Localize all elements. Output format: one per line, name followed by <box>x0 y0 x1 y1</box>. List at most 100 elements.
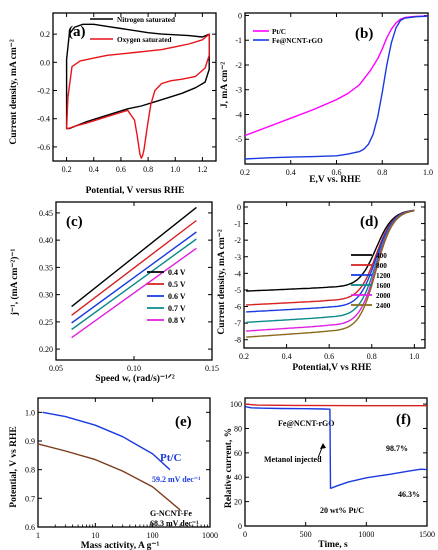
x-tick-label: 1.0 <box>409 352 419 361</box>
panel-d: 0.2 0.4 0.6 0.8 1.0 0 -1 -2 -3 -4 -5 -6 -7 -8 <box>234 201 426 361</box>
series-line-oxygen-saturated <box>65 33 210 159</box>
series-line-0-6-v <box>71 231 197 324</box>
panel-e-ylabel: Potential, V vs RHE <box>9 426 19 507</box>
legend-label-400: 400 <box>376 252 387 260</box>
y-tick-label: 1.0 <box>25 408 35 417</box>
plot-frame <box>52 12 217 162</box>
panel-a-ylabel: Current density, mA cm⁻² <box>9 39 19 144</box>
y-tick-label: -1 <box>234 220 241 229</box>
y-tick-label: 0.35 <box>39 263 53 272</box>
x-tick-label: 0.8 <box>367 352 377 361</box>
x-tick-label: 0.6 <box>332 168 342 177</box>
y-tick-label: -6 <box>234 303 241 312</box>
legend-label-0.4V: 0.4 V <box>168 268 186 277</box>
x-tick-label: 0.2 <box>62 165 72 174</box>
plot-frame <box>244 397 428 527</box>
panel-f-annot-987: 98.7% <box>386 444 408 453</box>
panel-a-text: (a) Nitrogen saturated Oxygen saturated … <box>9 16 184 196</box>
x-tick-label: 0.2 <box>240 168 250 177</box>
series-line-20-wt-pt-c <box>245 405 427 489</box>
panel-c-ylabel: j⁻¹, (mA cm⁻²)⁻¹ <box>9 249 20 317</box>
panel-c-label: (c) <box>66 214 83 230</box>
y-tick-label: -1 <box>235 36 242 45</box>
y-tick-label: -4 <box>234 269 241 278</box>
y-tick-label: 40 <box>234 473 242 482</box>
panel-c-text: (c) Speed w, (rad/s)⁻¹ᐟ² j⁻¹, (mA cm⁻²)⁻… <box>9 214 175 384</box>
series-line-400 <box>246 209 415 292</box>
series-line-fe-ncnt-rgo <box>245 15 428 160</box>
series-line-g-ncnt-fe <box>38 443 181 511</box>
x-tick-label: 0.2 <box>239 352 249 361</box>
panel-a-legend-label-nitrogen: Nitrogen saturated <box>117 16 175 24</box>
y-tick-label: 80 <box>234 424 242 433</box>
panel-e-xlabel: Mass activity, A g⁻¹ <box>81 541 160 550</box>
legend-label-0.6V: 0.6 V <box>168 292 186 301</box>
legend-label-2000: 2000 <box>376 292 391 300</box>
panel-f-annot-metanol: Metanol injected <box>264 455 322 464</box>
panel-c: 0.05 0.10 0.15 0.20 0.25 0.30 0.35 0.40 0.45 <box>39 201 219 373</box>
panel-e-label: (e) <box>175 414 192 430</box>
y-tick-label: 0.2 <box>40 30 50 39</box>
y-tick-label: 0.25 <box>39 318 53 327</box>
y-tick-label: 0 <box>237 203 241 212</box>
y-tick-label: 0 <box>238 11 242 20</box>
panel-e-text: (e) Pt/C 59.2 mV dec⁻¹ G-NCNT-Fe 68.3 mV… <box>9 414 201 550</box>
x-tick-label: 0.8 <box>377 168 387 177</box>
y-tick-label: -8 <box>234 336 241 345</box>
y-tick-label: 60 <box>234 449 242 458</box>
panel-b-label: (b) <box>355 26 373 42</box>
legend-label-0.5V: 0.5 V <box>168 280 186 289</box>
panel-a-legend-label-oxygen: Oxygen saturated <box>117 36 172 44</box>
x-tick-label: 1.0 <box>170 165 180 174</box>
panel-e: 1 10 100 1000 0.6 0.7 0.8 0.9 1.0 <box>25 397 218 540</box>
panel-a-xlabel: Potential, V versus RHE <box>86 186 185 196</box>
series-line-2000 <box>246 210 415 332</box>
y-tick-label: 0.6 <box>25 523 35 532</box>
series-line-1200 <box>246 209 415 313</box>
y-tick-label: 0.40 <box>39 236 53 245</box>
panel-d-text: (d) Potential,V vs RHE Current density, … <box>217 214 378 373</box>
panel-f-xlabel: Time, s <box>318 540 348 550</box>
legend-label-1200: 1200 <box>376 272 391 280</box>
panel-e-annot-ptc-slope: 59.2 mV dec⁻¹ <box>152 475 201 484</box>
x-tick-label: 0 <box>243 530 247 539</box>
x-tick-label: 0.15 <box>205 364 219 373</box>
panel-f-annot-463: 46.3% <box>398 490 420 499</box>
panel-f-label: (f) <box>396 412 411 428</box>
panel-f-annot-ptc: 20 wt% Pt/C <box>320 506 364 515</box>
y-tick-label: -0.2 <box>37 87 50 96</box>
y-tick-label: -7 <box>234 319 241 328</box>
series-line-pt-c <box>42 411 171 471</box>
panel-b: 0.2 0.4 0.6 0.8 1.0 0 -1 -2 -3 -4 -5 <box>235 11 433 177</box>
panel-e-annot-gncnt: G-NCNT-Fe <box>150 509 192 518</box>
panel-b-legend-label-fencnt: Fe@NCNT-rGO <box>272 37 323 45</box>
x-tick-label: 100 <box>147 531 159 540</box>
y-tick-label: 0.7 <box>25 494 35 503</box>
x-tick-label: 1000 <box>202 531 218 540</box>
y-tick-label: -2 <box>235 61 242 70</box>
y-tick-label: 20 <box>234 498 242 507</box>
legend-label-800: 800 <box>376 262 387 270</box>
panel-e-annot-ptc: Pt/C <box>160 452 181 464</box>
y-tick-label: -0.6 <box>37 143 50 152</box>
x-tick-label: 0.10 <box>127 364 141 373</box>
x-tick-label: 1.0 <box>423 168 433 177</box>
panel-b-legend-label-ptc: Pt/C <box>272 28 286 36</box>
y-tick-label: 0.30 <box>39 291 53 300</box>
x-tick-label: 1500 <box>419 530 435 539</box>
x-tick-label: 1000 <box>358 530 374 539</box>
y-tick-label: -3 <box>234 253 241 262</box>
x-tick-label: 0.6 <box>324 352 334 361</box>
y-tick-label: -0.4 <box>37 115 50 124</box>
series-line-nitrogen-saturated <box>65 23 210 130</box>
x-tick-label: 0.8 <box>143 165 153 174</box>
y-tick-label: -3 <box>235 86 242 95</box>
panel-a: 0.2 0.4 0.6 0.8 1.0 1.2 0.2 0.0 -0.2 -0.4 -0.6 <box>37 12 217 174</box>
legend-label-2400: 2400 <box>376 302 391 310</box>
x-tick-label: 0.4 <box>89 165 99 174</box>
y-tick-label: 0.9 <box>25 437 35 446</box>
panel-b-ylabel: J, mA cm⁻² <box>220 62 230 108</box>
x-tick-label: 0.6 <box>116 165 126 174</box>
series-line-800 <box>246 209 415 306</box>
panel-c-xlabel: Speed w, (rad/s)⁻¹ᐟ² <box>95 373 175 384</box>
